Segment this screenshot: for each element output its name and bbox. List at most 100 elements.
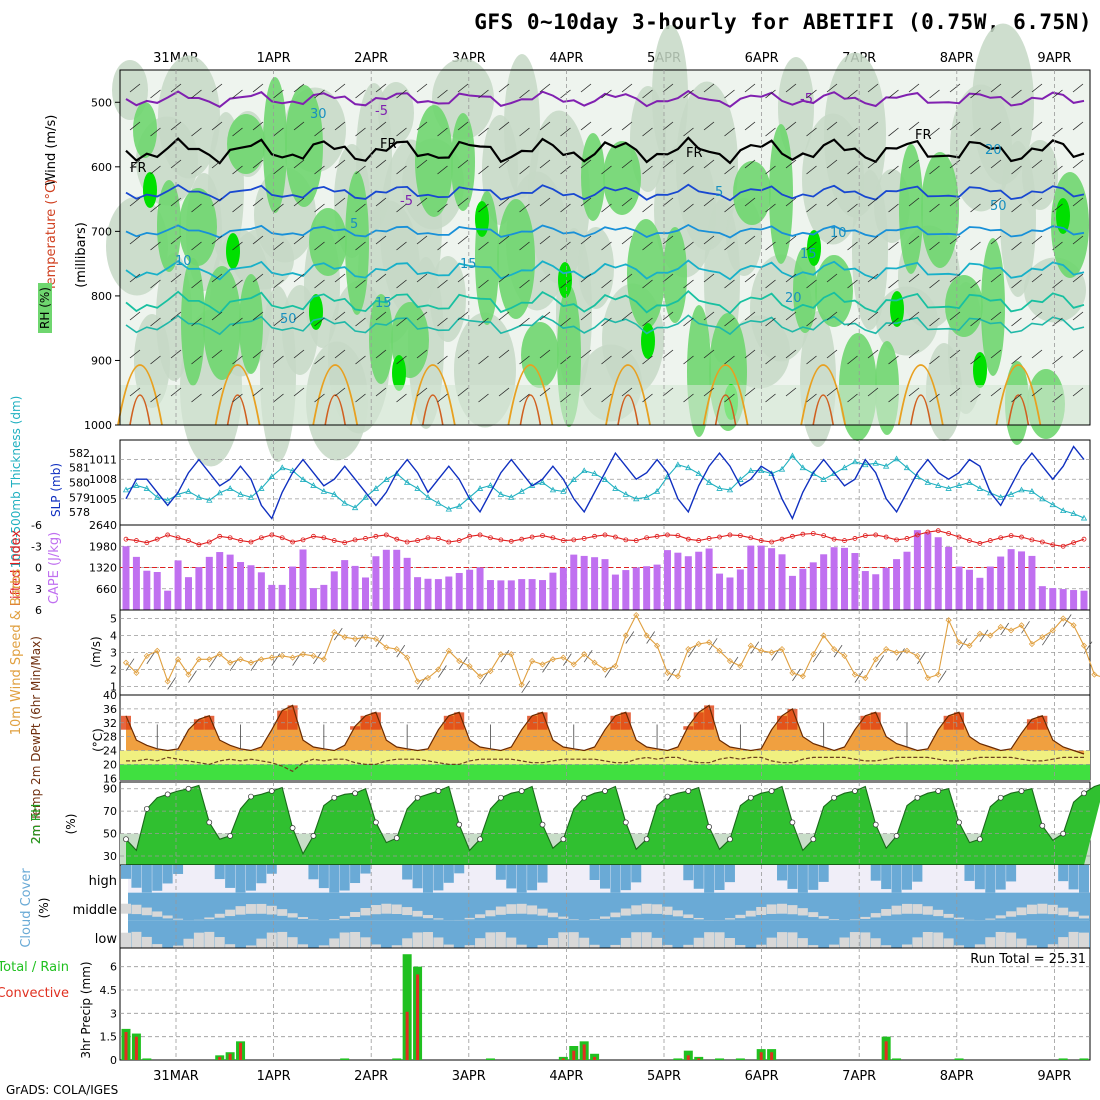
wind-barb <box>1031 159 1043 169</box>
wind-barb <box>437 89 448 99</box>
lifted-index-marker <box>186 538 191 543</box>
wind-barb <box>396 355 407 365</box>
cloud-middle-gap <box>652 904 663 914</box>
wind-barb <box>929 393 940 403</box>
date-label-top: 6APR <box>745 51 779 66</box>
lifted-index-marker <box>685 536 691 542</box>
ylabel-rh2m: 2m RH <box>29 804 43 845</box>
wind-barb <box>744 349 756 359</box>
wind-barb <box>191 393 202 403</box>
wind-barb <box>826 235 838 245</box>
wind-barb <box>437 355 448 365</box>
wind-barb <box>314 127 325 137</box>
wind-barb <box>888 393 899 403</box>
wind-barb <box>498 349 510 359</box>
wind-barb <box>539 159 551 169</box>
wind-barb <box>498 159 510 169</box>
rh-shading <box>158 55 220 179</box>
wind-barb <box>703 83 715 93</box>
rh-shading-humid <box>945 275 983 337</box>
cape-tick-label: 660 <box>96 583 117 596</box>
wind-barb <box>539 121 551 131</box>
cape-bar <box>299 549 307 610</box>
thickness-marker <box>372 485 380 491</box>
wind-speed-marker <box>1039 634 1046 641</box>
rh-shading-saturated <box>1056 198 1070 234</box>
lifted-index-marker <box>258 535 264 541</box>
cloud-middle-gap <box>402 907 413 916</box>
lifted-index-marker <box>914 532 920 538</box>
wind-barb <box>847 355 858 365</box>
wind-barb-10m <box>125 658 135 671</box>
cloud-high-bar <box>318 865 329 889</box>
wind-speed-marker <box>560 654 567 661</box>
cloud-middle-gap <box>277 909 288 916</box>
wind-barb <box>724 317 735 327</box>
rh2m-marker <box>331 794 338 801</box>
precip-total-bar <box>142 1058 152 1060</box>
cloud-high-bar <box>704 865 715 893</box>
wind-barb <box>929 165 940 175</box>
wind-barb <box>150 203 161 213</box>
thickness-marker <box>320 488 328 494</box>
wind-speed-marker <box>747 642 754 649</box>
thickness-marker <box>456 502 463 509</box>
cloud-high-bar <box>891 865 902 893</box>
cloud-low-gap <box>225 944 236 948</box>
wind-speed-marker <box>1091 671 1098 678</box>
rh-shading-humid <box>263 77 287 213</box>
cape-bar <box>882 567 890 610</box>
thickness-marker <box>435 499 442 506</box>
cloud-middle-gap <box>235 906 246 915</box>
cloud-low-gap <box>995 931 1006 948</box>
contour-label: 10 <box>830 226 847 241</box>
wind-barb <box>847 279 858 289</box>
wind-barb <box>129 159 141 169</box>
cloud-low-gap <box>495 932 506 948</box>
wind-barb <box>929 317 940 327</box>
slp-tick-label: 1005 <box>89 493 117 506</box>
cloud-middle-gap <box>1016 907 1027 916</box>
rh2m-marker <box>893 832 900 839</box>
wind-barb <box>1052 165 1063 175</box>
cloud-level-label: middle <box>73 903 117 918</box>
lifted-index-marker <box>227 535 233 541</box>
wind-barb <box>826 311 838 321</box>
cloud-low-gap <box>245 945 256 948</box>
thickness-marker <box>122 486 130 493</box>
wind-barb <box>375 311 387 321</box>
wind-barb <box>252 121 264 131</box>
wind-barb <box>498 235 510 245</box>
wind-barb <box>273 279 284 289</box>
cloud-high-bar <box>454 865 465 874</box>
thickness-marker <box>726 486 734 493</box>
wind-barb <box>478 203 489 213</box>
cape-bar <box>976 577 984 610</box>
cloud-low-gap <box>735 945 746 948</box>
wind-speed-marker <box>268 654 275 661</box>
wind-speed-marker <box>893 649 900 656</box>
wind-barb <box>888 317 899 327</box>
temp-peak-fill <box>693 712 704 730</box>
thickness-marker <box>976 485 984 491</box>
rh2m-marker <box>352 790 358 797</box>
wind-barb <box>150 241 161 251</box>
wind-barb <box>683 393 694 403</box>
wind-barb <box>580 121 592 131</box>
cape-bar <box>424 578 432 610</box>
wind-speed-marker <box>216 651 223 658</box>
cloud-high-bar <box>162 865 173 884</box>
wind-barb <box>252 311 264 321</box>
cape-bar <box>528 579 536 610</box>
ylabel-lifted-index: Lifted Index <box>9 529 24 606</box>
cape-bar <box>830 547 838 610</box>
wind-barb <box>1072 121 1084 131</box>
rh2m-marker <box>685 788 692 794</box>
wind-speed-marker <box>664 669 671 676</box>
cloud-middle-gap <box>350 911 361 917</box>
wind-barb <box>232 393 243 403</box>
wind-barb <box>1072 349 1084 359</box>
wind-barb <box>662 311 674 321</box>
cloud-middle-gap <box>329 918 340 920</box>
pressure-tick-label: 900 <box>91 354 112 367</box>
